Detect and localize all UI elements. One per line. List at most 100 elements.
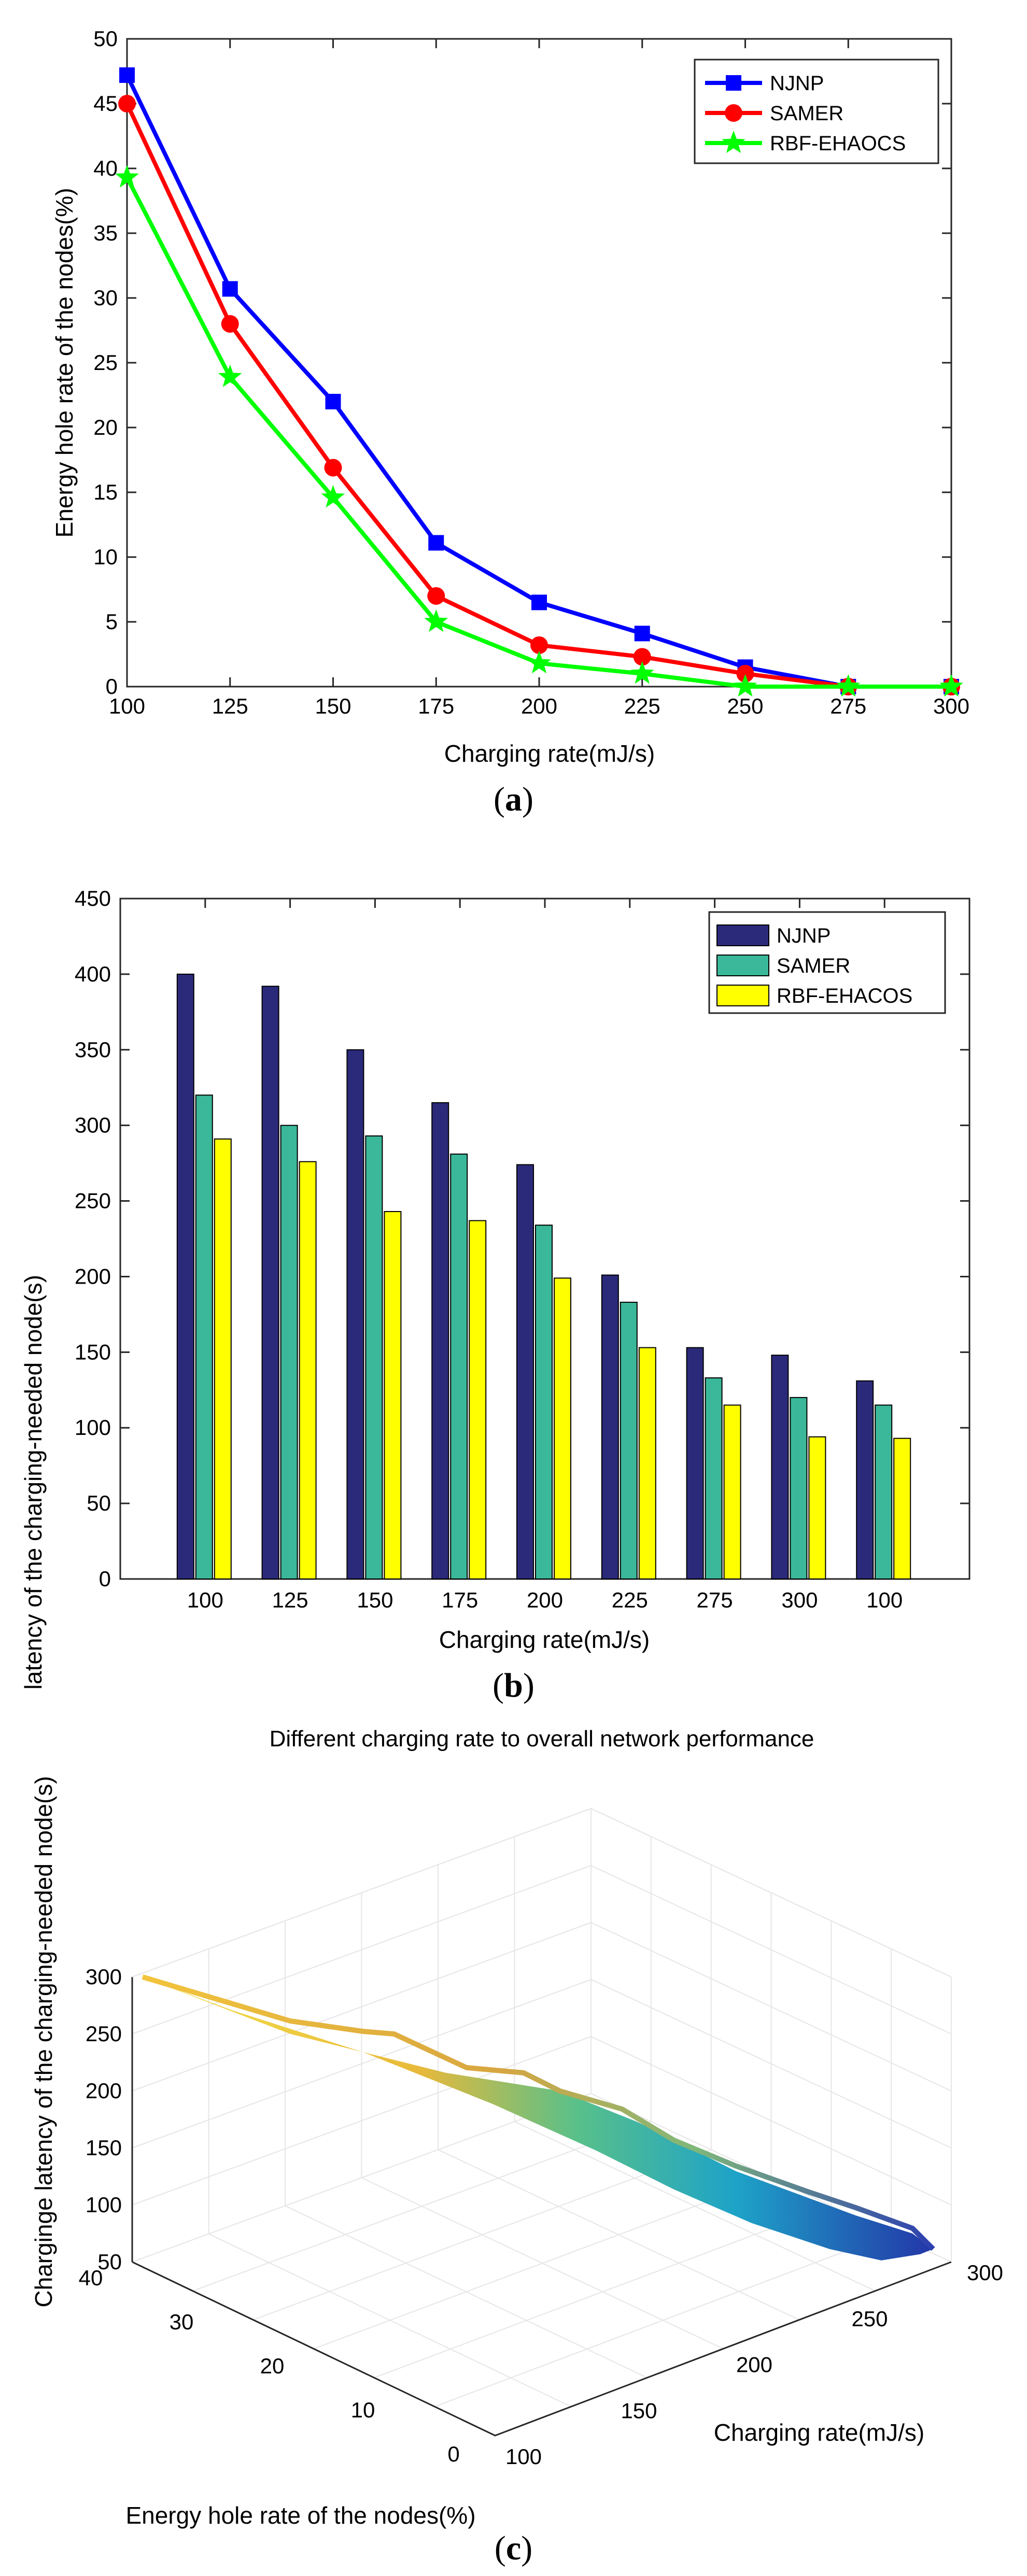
chart-a-xtick-label: 225 [624, 694, 660, 718]
caption-b: (b) [493, 1667, 534, 1704]
chart-c-zlabel: Chargingе latency of the charging-needed… [30, 1776, 57, 2307]
chart-a-point [634, 625, 650, 642]
chart-a-ytick-label: 25 [93, 350, 118, 375]
chart-a-ytick-label: 30 [93, 286, 118, 310]
chart-a-point [736, 665, 754, 682]
chart-a-xlabel: Charging rate(mJ/s) [444, 740, 655, 767]
chart-a-ytick-label: 15 [93, 480, 118, 504]
chart-c-ylabel: Energy hole rate of the nodes(%) [125, 2502, 475, 2529]
chart-b-ytick-label: 450 [75, 886, 111, 910]
chart-a-point [324, 459, 342, 477]
chart-a-point [221, 315, 239, 333]
chart-b-xtick-label: 200 [527, 1588, 563, 1612]
chart-b-bar-NJNP [176, 973, 194, 1579]
chart-b-ytick-label: 350 [75, 1037, 111, 1062]
chart-b-bar-NJNP [346, 1049, 364, 1579]
chart-b-legend-swatch [716, 985, 769, 1006]
chart-b-bar-RBF-EHACOS [299, 1161, 317, 1579]
chart-b-ytick-label: 300 [75, 1113, 111, 1137]
chart-b-bar-RBF-EHACOS [469, 1220, 487, 1579]
chart-b-bar-SAMER [705, 1377, 723, 1579]
chart-b-bar-SAMER [535, 1225, 553, 1579]
chart-a-point [733, 674, 757, 697]
chart-a-ytick-label: 0 [106, 674, 118, 699]
chart-c-ztick-label: 100 [86, 2193, 122, 2217]
chart-a-ytick-label: 5 [106, 609, 118, 634]
chart-b-bar-SAMER [620, 1302, 638, 1579]
chart-a-point [321, 485, 345, 508]
chart-a-xtick-label: 275 [830, 694, 866, 718]
chart-b-xtick-label: 275 [697, 1588, 733, 1612]
chart-c-title: Different charging rate to overall netwo… [270, 1726, 814, 1752]
chart-a-ytick-label: 20 [93, 415, 118, 439]
chart-c-surface [142, 1974, 935, 2260]
chart-b-xlabel: Charging rate(mJ/s) [439, 1626, 650, 1653]
chart-b-xtick-label: 150 [357, 1588, 393, 1612]
chart-a-point [531, 594, 547, 610]
chart-b-legend-label: SAMER [777, 955, 850, 977]
chart-b-bar-NJNP [431, 1102, 449, 1579]
chart-b-legend-swatch [716, 955, 769, 976]
chart-b-ytick-label: 200 [75, 1264, 111, 1288]
chart-a-xtick-label: 175 [418, 694, 454, 718]
chart-b-bar-RBF-EHACOS [384, 1211, 402, 1579]
chart-a-legend: NJNP SAMER RBF-EHAOCS [694, 59, 939, 164]
chart-b-bar-NJNP [601, 1274, 619, 1579]
chart-a-legend-marker [725, 104, 742, 122]
chart-b-ytick-label: 250 [75, 1189, 111, 1213]
chart-c: Different charging rate to overall netwo… [30, 1726, 1003, 2529]
chart-a-line [125, 176, 951, 689]
chart-a-xtick-label: 200 [521, 694, 557, 718]
chart-c-ztick-label: 300 [86, 1965, 122, 1989]
chart-c-surface-ridge [142, 1974, 935, 2251]
chart-a-xtick-label: 300 [933, 694, 969, 718]
chart-c-ytick-label: 20 [260, 2354, 285, 2378]
chart-b-xtick-label: 100 [187, 1588, 223, 1612]
chart-c-ytick-label: 30 [170, 2310, 194, 2334]
chart-a-point [630, 661, 654, 684]
chart-b-bar-NJNP [686, 1347, 704, 1580]
chart-c-ytick-label: 10 [351, 2398, 375, 2422]
chart-a-ytick-label: 50 [93, 26, 118, 51]
chart-a-point [222, 281, 238, 297]
chart-a: 100 125 150 175 200 225 250 275 300 0 5 10 15 20 25 30 3… [51, 26, 969, 767]
chart-c-xtick-label: 100 [505, 2444, 542, 2469]
chart-b-xtick-label: 125 [272, 1588, 308, 1612]
chart-c-xtick-label: 150 [621, 2398, 657, 2423]
chart-a-ytick-label: 40 [93, 156, 118, 180]
chart-a-point [633, 648, 651, 666]
chart-a-point [424, 609, 448, 632]
chart-a-point [428, 535, 444, 551]
chart-b-bar-NJNP [771, 1355, 789, 1579]
chart-a-ytick-label: 45 [93, 91, 118, 116]
chart-b-bar-RBF-EHACOS [893, 1438, 911, 1579]
chart-a-point [427, 587, 445, 605]
chart-b-bar-NJNP [261, 986, 279, 1580]
chart-b-bar-SAMER [790, 1397, 808, 1580]
chart-c-ztick-label: 150 [86, 2136, 122, 2160]
chart-b-ytick-label: 400 [75, 962, 111, 986]
chart-b-xtick-label: 175 [442, 1588, 478, 1612]
caption-c: (c) [494, 2529, 533, 2567]
chart-b-legend-label: RBF-EHACOS [777, 985, 912, 1007]
chart-b-bar-SAMER [195, 1094, 213, 1579]
chart-c-ztick-label: 200 [86, 2079, 122, 2103]
chart-a-series-RBF-EHAOCS [115, 165, 963, 697]
chart-b-ytick-label: 0 [99, 1567, 111, 1591]
chart-b-bar-RBF-EHACOS [723, 1404, 741, 1579]
chart-a-point [939, 674, 963, 697]
chart-b-bar-NJNP [516, 1164, 534, 1579]
chart-b-ytick-label: 50 [87, 1491, 111, 1515]
chart-a-xtick-label: 100 [109, 694, 145, 718]
chart-c-box [131, 1808, 952, 2437]
chart-b-ytick-label: 100 [75, 1415, 111, 1440]
chart-a-legend-label: NJNP [770, 72, 824, 95]
chart-a-xtick-label: 250 [727, 694, 763, 718]
chart-a-legend-marker [726, 75, 741, 91]
chart-b-legend-label: NJNP [777, 924, 831, 947]
chart-c-xlabel: Charging rate(mJ/s) [714, 2419, 924, 2446]
chart-b-xtick-label: 300 [781, 1588, 818, 1612]
chart-a-point [119, 67, 135, 83]
chart-b-ylabel: Charging latency of the charging-needed … [20, 1275, 47, 1689]
chart-c-surface-body [143, 1977, 933, 2260]
